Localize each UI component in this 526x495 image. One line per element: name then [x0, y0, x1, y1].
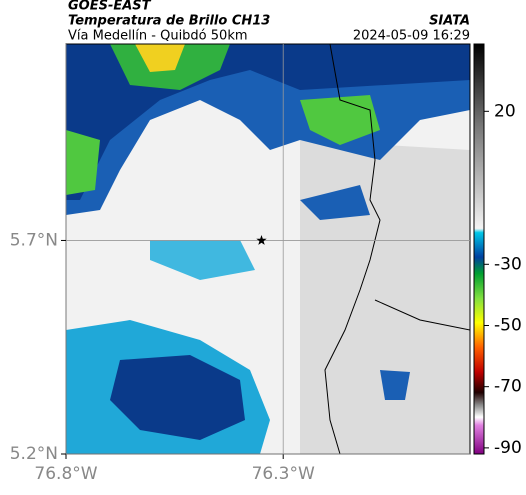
- location-marker: [256, 235, 267, 245]
- subtitle: Temperatura de Brillo CH13: [68, 14, 270, 29]
- datetime: 2024-05-09 16:29: [353, 29, 470, 44]
- source: SIATA: [429, 14, 470, 29]
- route: Vía Medellín - Quibdó 50km: [68, 29, 248, 44]
- colorbar-tick-label: -70: [494, 377, 522, 397]
- colorbar: [473, 43, 485, 455]
- colorbar-tick-label: -90: [494, 438, 522, 458]
- colorbar-tick-label: 20: [494, 101, 516, 121]
- imagery: [66, 44, 470, 454]
- colorbar-tick-label: -50: [494, 315, 522, 335]
- x-tick-label: 76.3°W: [252, 464, 315, 484]
- title: GOES-EAST: [68, 0, 152, 14]
- colorbar-tick-label: -30: [494, 254, 522, 274]
- y-tick-label: 5.7°N: [10, 230, 58, 250]
- y-tick-label: 5.2°N: [10, 444, 58, 464]
- x-tick-label: 76.8°W: [34, 464, 97, 484]
